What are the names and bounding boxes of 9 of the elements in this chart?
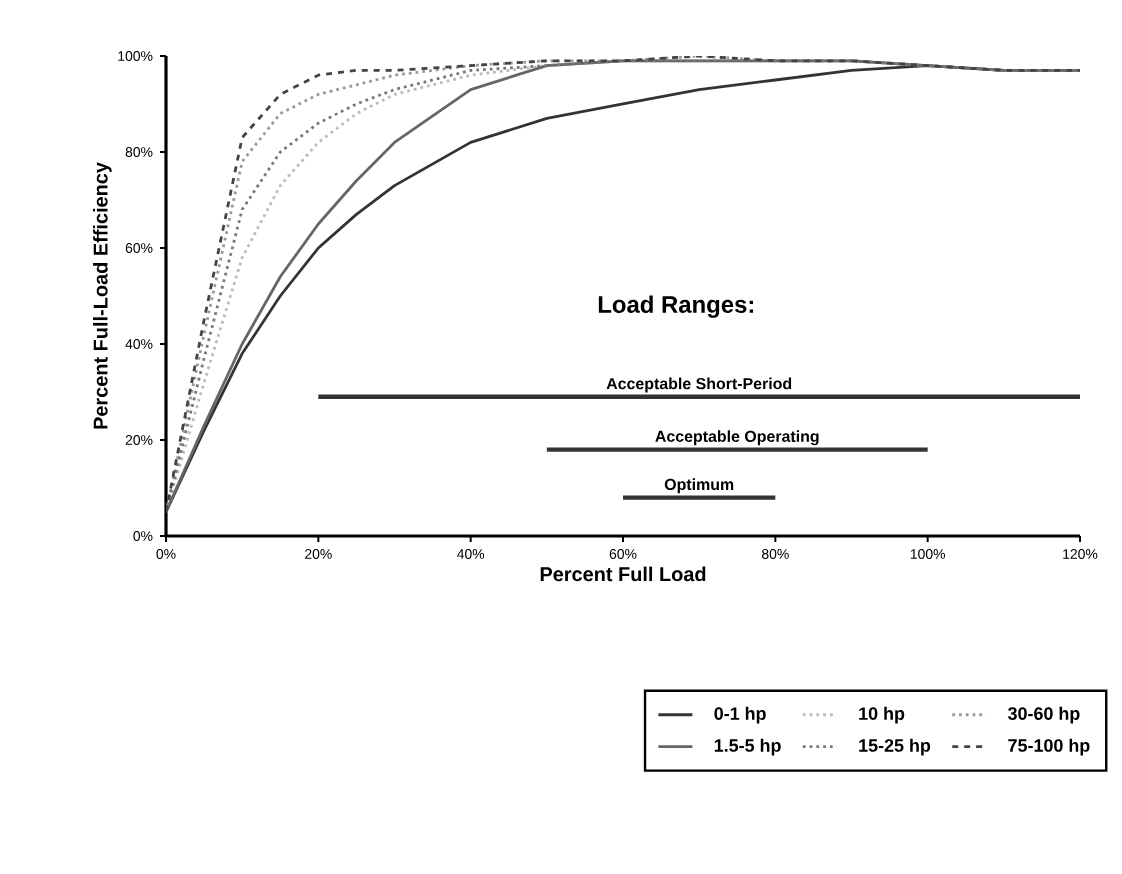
legend-label: 10 hp xyxy=(859,706,905,724)
x-axis-title: Percent Full Load xyxy=(540,566,706,582)
y-axis-title: Percent Full-Load Efficiency xyxy=(93,162,112,429)
legend-label: 0-1 hp xyxy=(714,706,766,724)
legend-label: 1.5-5 hp xyxy=(714,738,781,756)
legend-label: 15-25 hp xyxy=(859,738,931,756)
legend-label: 30-60 hp xyxy=(1007,706,1080,724)
annotation: Load Ranges: xyxy=(598,295,754,318)
legend-label: 75-100 hp xyxy=(1008,738,1090,756)
